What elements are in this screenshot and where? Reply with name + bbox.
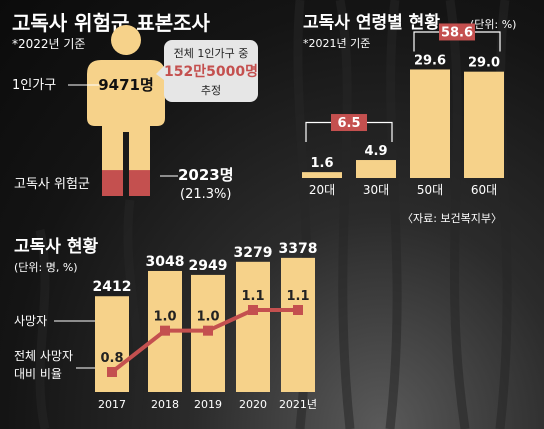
ratio-point bbox=[203, 325, 213, 336]
ratio-value-label: 1.0 bbox=[153, 310, 176, 325]
legend-ratio-line1: 전체 사망자 bbox=[14, 349, 73, 363]
year-tick-label: 2018 bbox=[151, 398, 179, 411]
ratio-point bbox=[160, 325, 170, 336]
year-tick-label: 2019 bbox=[194, 398, 222, 411]
panel-risk-survey: 고독사 위험군 표본조사 *2022년 기준 1인가구 9471명 고독사 위험… bbox=[12, 11, 258, 202]
age-group-sum-box bbox=[439, 23, 475, 41]
age-bar bbox=[302, 172, 342, 178]
ratio-point bbox=[107, 367, 117, 377]
age-bar bbox=[410, 69, 450, 178]
ratio-point bbox=[248, 305, 258, 315]
risk-group-percent: (21.3%) bbox=[180, 187, 231, 202]
risk-group-label: 고독사 위험군 bbox=[14, 177, 90, 192]
deaths-bar-value-label: 3048 bbox=[146, 254, 185, 270]
risk-share-right-leg bbox=[129, 170, 150, 196]
panel1-note: *2022년 기준 bbox=[12, 37, 85, 51]
callout-line3: 추정 bbox=[201, 84, 221, 97]
risk-group-value: 2023명 bbox=[178, 166, 234, 184]
deaths-bar bbox=[281, 257, 315, 392]
estimate-callout: 전체 1인가구 중 152만5000명 추정 bbox=[156, 40, 258, 102]
trend-chart-title: 고독사 현황 bbox=[14, 237, 98, 257]
panel1-title: 고독사 위험군 표본조사 bbox=[12, 11, 211, 35]
deaths-bar-value-label: 3279 bbox=[234, 245, 273, 261]
age-category-label: 20대 bbox=[309, 183, 335, 197]
year-tick-label: 2021년 bbox=[279, 398, 317, 411]
callout-line2: 152만5000명 bbox=[164, 63, 258, 80]
person-body bbox=[87, 60, 165, 196]
age-bar bbox=[356, 160, 396, 178]
ratio-value-label: 1.0 bbox=[196, 310, 219, 325]
deaths-bar bbox=[95, 296, 129, 392]
deaths-bar-value-label: 2949 bbox=[189, 258, 228, 274]
age-chart-note: *2021년 기준 bbox=[303, 37, 370, 50]
age-chart-source: 〈자료: 보건복지부〉 bbox=[402, 212, 502, 225]
age-bar-value-label: 1.6 bbox=[310, 156, 333, 171]
age-bar-value-label: 29.0 bbox=[468, 56, 500, 71]
callout-line1: 전체 1인가구 중 bbox=[174, 47, 249, 60]
person-head bbox=[111, 25, 141, 55]
year-tick-label: 2020 bbox=[239, 398, 267, 411]
callout-box bbox=[164, 40, 258, 102]
person-figure-icon bbox=[87, 25, 165, 196]
age-bar bbox=[464, 71, 504, 178]
age-category-label: 50대 bbox=[417, 183, 443, 197]
trend-chart-unit: (단위: 명, %) bbox=[14, 261, 78, 274]
age-chart-title: 고독사 연령별 현황 bbox=[303, 12, 440, 33]
age-bar-value-label: 4.9 bbox=[364, 144, 387, 159]
legend-ratio-line2: 대비 비율 bbox=[14, 367, 62, 381]
age-group-sum-box bbox=[331, 114, 367, 132]
age-group-sum-label: 6.5 bbox=[337, 116, 360, 131]
callout-pointer bbox=[156, 66, 164, 80]
legend-deaths: 사망자 bbox=[14, 314, 47, 328]
ratio-value-label: 1.1 bbox=[286, 289, 309, 304]
age-chart: 고독사 연령별 현황 (단위: %) *2021년 기준 1.6 20대 4.9 30… bbox=[302, 12, 516, 225]
ratio-point bbox=[293, 305, 303, 315]
age-category-label: 30대 bbox=[363, 183, 389, 197]
trend-chart: 고독사 현황 (단위: 명, %) 사망자 전체 사망자 대비 비율 2412 2… bbox=[14, 237, 317, 411]
ratio-value-label: 1.1 bbox=[241, 289, 264, 304]
deaths-bar bbox=[236, 261, 270, 392]
person-leg-gap bbox=[123, 132, 129, 196]
single-household-value: 9471명 bbox=[98, 76, 154, 94]
deaths-bar-value-label: 2412 bbox=[93, 279, 132, 295]
deaths-bar-value-label: 3378 bbox=[279, 241, 318, 257]
age-group-sum-label: 58.6 bbox=[441, 25, 473, 40]
age-category-label: 60대 bbox=[471, 183, 497, 197]
single-household-label: 1인가구 bbox=[12, 78, 56, 93]
age-chart-unit: (단위: %) bbox=[470, 18, 516, 31]
year-tick-label: 2017 bbox=[98, 398, 126, 411]
risk-share-left-leg bbox=[102, 170, 123, 196]
ratio-value-label: 0.8 bbox=[100, 351, 123, 366]
age-bar-value-label: 29.6 bbox=[414, 53, 446, 68]
